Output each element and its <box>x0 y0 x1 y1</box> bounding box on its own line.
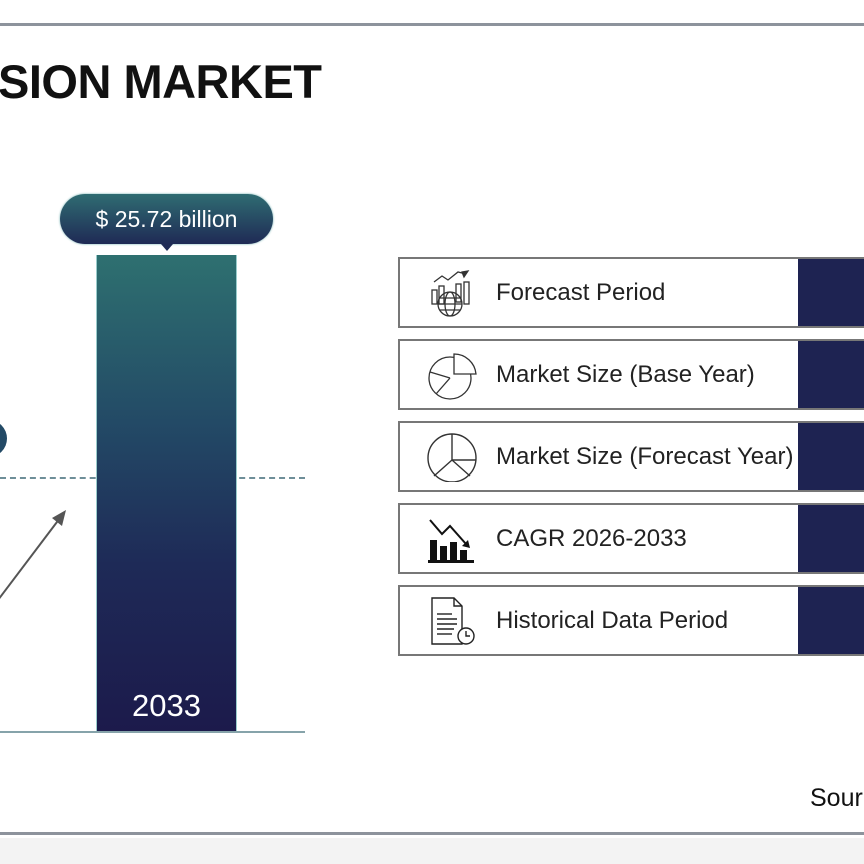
chart-globe-icon <box>431 270 470 317</box>
row-label: CAGR 2026-2033 <box>496 524 687 552</box>
pie-chart-icon <box>427 433 477 482</box>
row-value-cell <box>798 587 864 654</box>
bottom-divider <box>0 832 864 835</box>
table-row: Market Size (Base Year) <box>398 339 864 410</box>
table-row: Historical Data Period <box>398 585 864 656</box>
document-clock-icon <box>431 597 475 645</box>
source-note: Sour <box>810 784 863 812</box>
footer-strip <box>0 838 864 864</box>
row-label: Market Size (Forecast Year) <box>496 442 794 470</box>
table-row: Market Size (Forecast Year) <box>398 421 864 492</box>
bar-data-label: $ 25.72 billion <box>60 194 273 251</box>
row-value-cell <box>798 423 864 490</box>
row-value-cell <box>798 341 864 408</box>
pie-chart-icon <box>428 353 477 400</box>
growth-arrow-icon <box>0 510 66 600</box>
chart-baseline <box>0 731 305 733</box>
top-divider <box>0 23 864 26</box>
row-label: Historical Data Period <box>496 606 729 634</box>
row-label: Market Size (Base Year) <box>496 360 755 388</box>
row-label: Forecast Period <box>496 278 666 306</box>
bar-2033: 2033 <box>96 255 237 732</box>
bar-chart-trend-icon <box>428 519 474 563</box>
row-value-cell <box>798 505 864 572</box>
table-row: CAGR 2026-2033 <box>398 503 864 574</box>
page-title: SION MARKET <box>0 55 322 108</box>
bar-category-label: 2033 <box>132 688 201 723</box>
row-value-cell <box>798 259 864 326</box>
table-row: Forecast Period <box>398 257 864 328</box>
partial-value-bubble <box>0 420 7 457</box>
